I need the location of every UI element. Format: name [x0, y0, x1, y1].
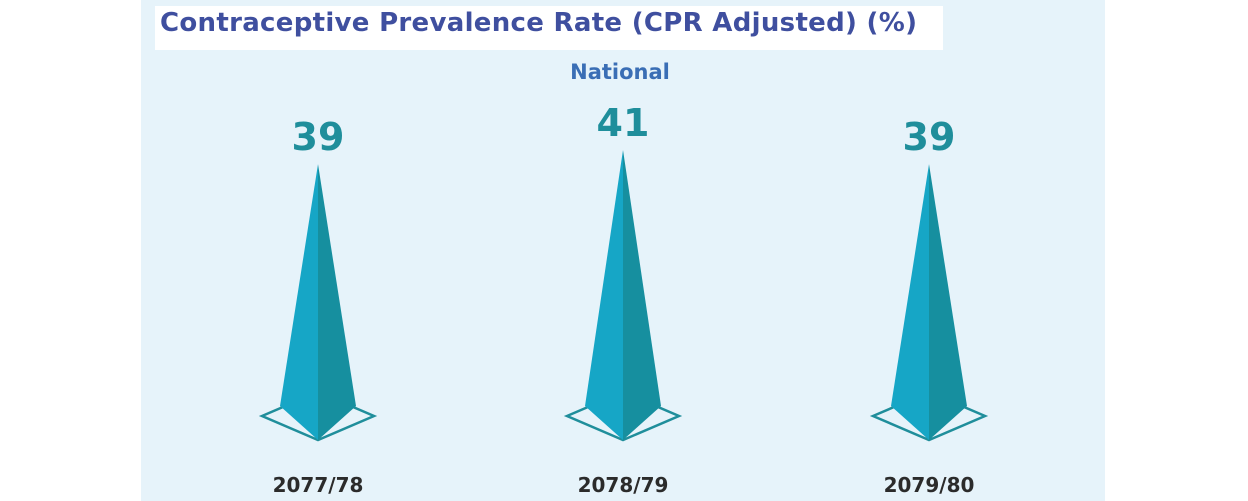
- pyramid-left-face-1: [280, 164, 318, 440]
- value-label-2: 41: [597, 101, 650, 145]
- pyramid-right-face-3: [929, 164, 967, 440]
- category-label-2: 2078/79: [578, 473, 669, 497]
- pyramid-left-face-3: [891, 164, 929, 440]
- pyramid-left-face-2: [585, 150, 623, 440]
- chart-title: Contraceptive Prevalence Rate (CPR Adjus…: [160, 8, 918, 38]
- value-label-3: 39: [903, 115, 956, 159]
- chart-subtitle: National: [570, 60, 670, 84]
- category-label-1: 2077/78: [273, 473, 364, 497]
- pyramid-right-face-1: [318, 164, 356, 440]
- pyramid-right-face-2: [623, 150, 661, 440]
- value-label-1: 39: [292, 115, 345, 159]
- title-background: [155, 6, 943, 50]
- category-label-3: 2079/80: [884, 473, 975, 497]
